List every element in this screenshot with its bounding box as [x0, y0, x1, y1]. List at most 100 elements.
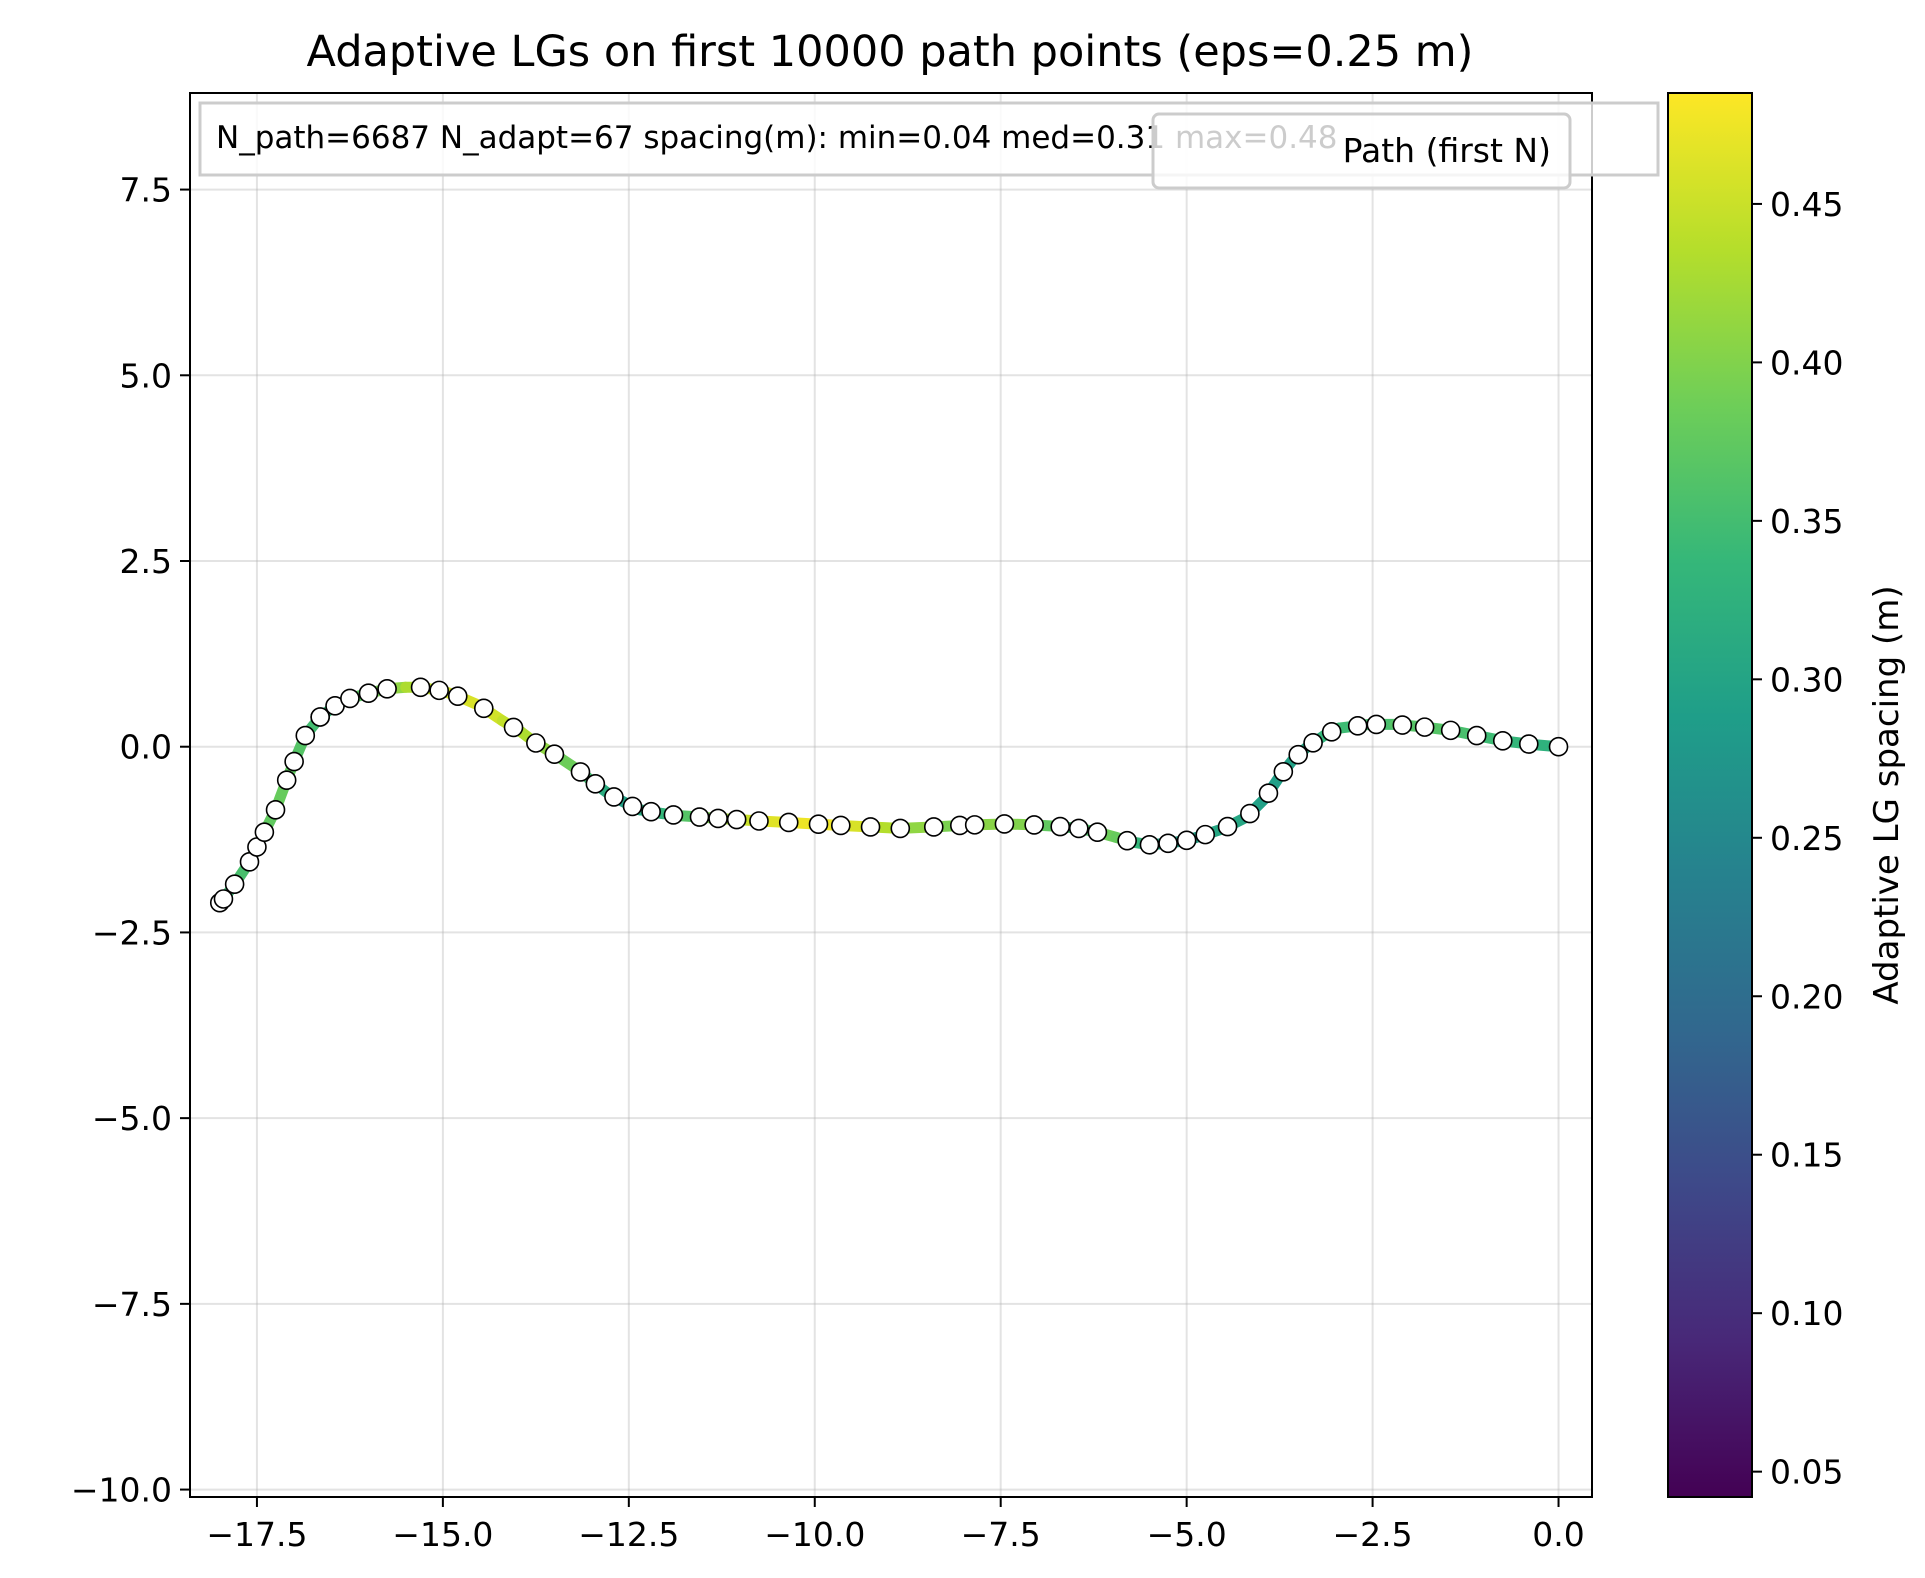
colorbar-tick-label: 0.30: [1770, 660, 1843, 699]
adaptive-point: [1392, 715, 1413, 735]
adaptive-point: [1273, 761, 1294, 782]
adaptive-point: [923, 817, 944, 837]
y-tick-label: 5.0: [120, 356, 172, 395]
adaptive-point: [570, 762, 591, 782]
adaptive-point: [377, 678, 397, 699]
adaptive-point: [473, 698, 494, 719]
adaptive-point: [544, 744, 565, 764]
y-tick-label: 7.5: [120, 171, 172, 210]
adaptive-point: [585, 774, 606, 794]
adaptive-point: [224, 874, 245, 894]
adaptive-point: [213, 889, 234, 909]
adaptive-point: [1069, 818, 1089, 839]
adaptive-point: [1303, 733, 1323, 753]
adaptive-point: [295, 725, 316, 746]
adaptive-point: [689, 807, 710, 827]
adaptive-point: [622, 796, 643, 817]
y-tick-label: 2.5: [120, 542, 172, 581]
legend[interactable]: Path (first N): [1151, 112, 1572, 190]
x-axis-ticks: −17.5 −15.0 −12.5 −10.0 −7.5 −5.0 −2.5 0.0: [206, 1497, 1585, 1554]
adaptive-point: [358, 683, 379, 704]
adaptive-point: [410, 677, 431, 698]
adaptive-point: [1366, 714, 1387, 735]
adaptive-point: [994, 814, 1015, 834]
chart-title: Adaptive LGs on first 10000 path points …: [307, 27, 1474, 77]
adaptive-point: [429, 680, 449, 701]
colorbar-tick-label: 0.45: [1770, 185, 1843, 224]
y-tick-label: −7.5: [92, 1285, 172, 1324]
adaptive-point: [1518, 734, 1539, 754]
x-tick-label: −15.0: [392, 1515, 493, 1554]
plot-frame: [189, 92, 1593, 1498]
legend-frame: [1151, 112, 1572, 190]
adaptive-point: [1466, 725, 1487, 746]
adaptive-point: [604, 787, 624, 807]
x-tick-label: −17.5: [206, 1515, 307, 1554]
adaptive-point: [1288, 744, 1309, 765]
adaptive-point: [726, 809, 747, 830]
adaptive-point: [1492, 730, 1513, 751]
adaptive-point: [265, 800, 286, 820]
colorbar-ticks: 0.05 0.10 0.15 0.20 0.25 0.30 0.35 0.40 0.45: [1752, 185, 1843, 1492]
colorbar: [1667, 92, 1753, 1498]
colorbar-tick-label: 0.10: [1770, 1294, 1843, 1333]
adaptive-point: [708, 808, 728, 829]
adaptive-point: [890, 818, 911, 839]
adaptive-point: [1024, 815, 1044, 835]
adaptive-point: [1050, 816, 1071, 837]
colorbar-tick-label: 0.05: [1770, 1453, 1843, 1492]
adaptive-point: [964, 815, 985, 835]
colorbar-tick-label: 0.40: [1770, 343, 1843, 382]
adaptive-point: [1117, 830, 1137, 851]
adaptive-point: [860, 817, 881, 837]
adaptive-point: [503, 717, 524, 738]
y-tick-label: −2.5: [92, 913, 172, 952]
x-tick-label: −5.0: [1147, 1515, 1227, 1554]
adaptive-point: [749, 811, 769, 831]
adaptive-point: [254, 822, 275, 842]
y-tick-label: −5.0: [92, 1099, 172, 1138]
x-tick-label: 0.0: [1532, 1515, 1584, 1554]
adaptive-point: [1321, 722, 1342, 742]
colorbar-tick-label: 0.25: [1770, 819, 1843, 858]
colorbar-tick-label: 0.15: [1770, 1136, 1843, 1175]
stats-text: N_path=6687 N_adapt=67 spacing(m): min=0…: [216, 120, 1338, 156]
adaptive-point: [284, 751, 304, 772]
adaptive-point: [1258, 783, 1279, 803]
adaptive-point: [276, 770, 297, 790]
adaptive-point: [1217, 816, 1238, 837]
x-tick-label: −7.5: [961, 1515, 1041, 1554]
adaptive-point: [1414, 717, 1435, 737]
colorbar-tick-label: 0.20: [1770, 977, 1843, 1016]
x-tick-label: −12.5: [578, 1515, 679, 1554]
adaptive-point: [641, 801, 661, 822]
adaptive-point: [1139, 834, 1160, 855]
y-axis-ticks: −10.0 −7.5 −5.0 −2.5 0.0 2.5 5.0 7.5: [71, 171, 190, 1510]
adaptive-point: [526, 733, 546, 753]
adaptive-point: [830, 815, 851, 836]
adaptive-point: [808, 814, 829, 834]
x-tick-label: −10.0: [764, 1515, 865, 1554]
adaptive-point: [663, 805, 684, 825]
adaptive-point: [1347, 716, 1368, 736]
x-tick-label: −2.5: [1333, 1515, 1413, 1554]
adaptive-point: [1240, 803, 1260, 824]
adaptive-point: [1440, 720, 1461, 741]
adaptive-point: [1195, 824, 1216, 845]
legend-entry-path: Path (first N): [1343, 131, 1551, 170]
colorbar-label: Adaptive LG spacing (m): [1867, 585, 1907, 1004]
adaptive-point: [1176, 830, 1197, 851]
adaptive-point: [1548, 736, 1569, 757]
adaptive-point: [1158, 833, 1178, 854]
adaptive-point: [447, 686, 468, 707]
y-tick-label: 0.0: [120, 728, 172, 767]
adaptive-points: [209, 677, 1569, 913]
adaptive-point: [310, 707, 330, 727]
y-tick-label: −10.0: [71, 1471, 172, 1510]
adaptive-point: [340, 688, 360, 709]
colorbar-tick-label: 0.35: [1770, 502, 1843, 541]
adaptive-point: [1087, 822, 1108, 842]
adaptive-point: [778, 812, 799, 833]
grid: [190, 93, 1592, 1497]
